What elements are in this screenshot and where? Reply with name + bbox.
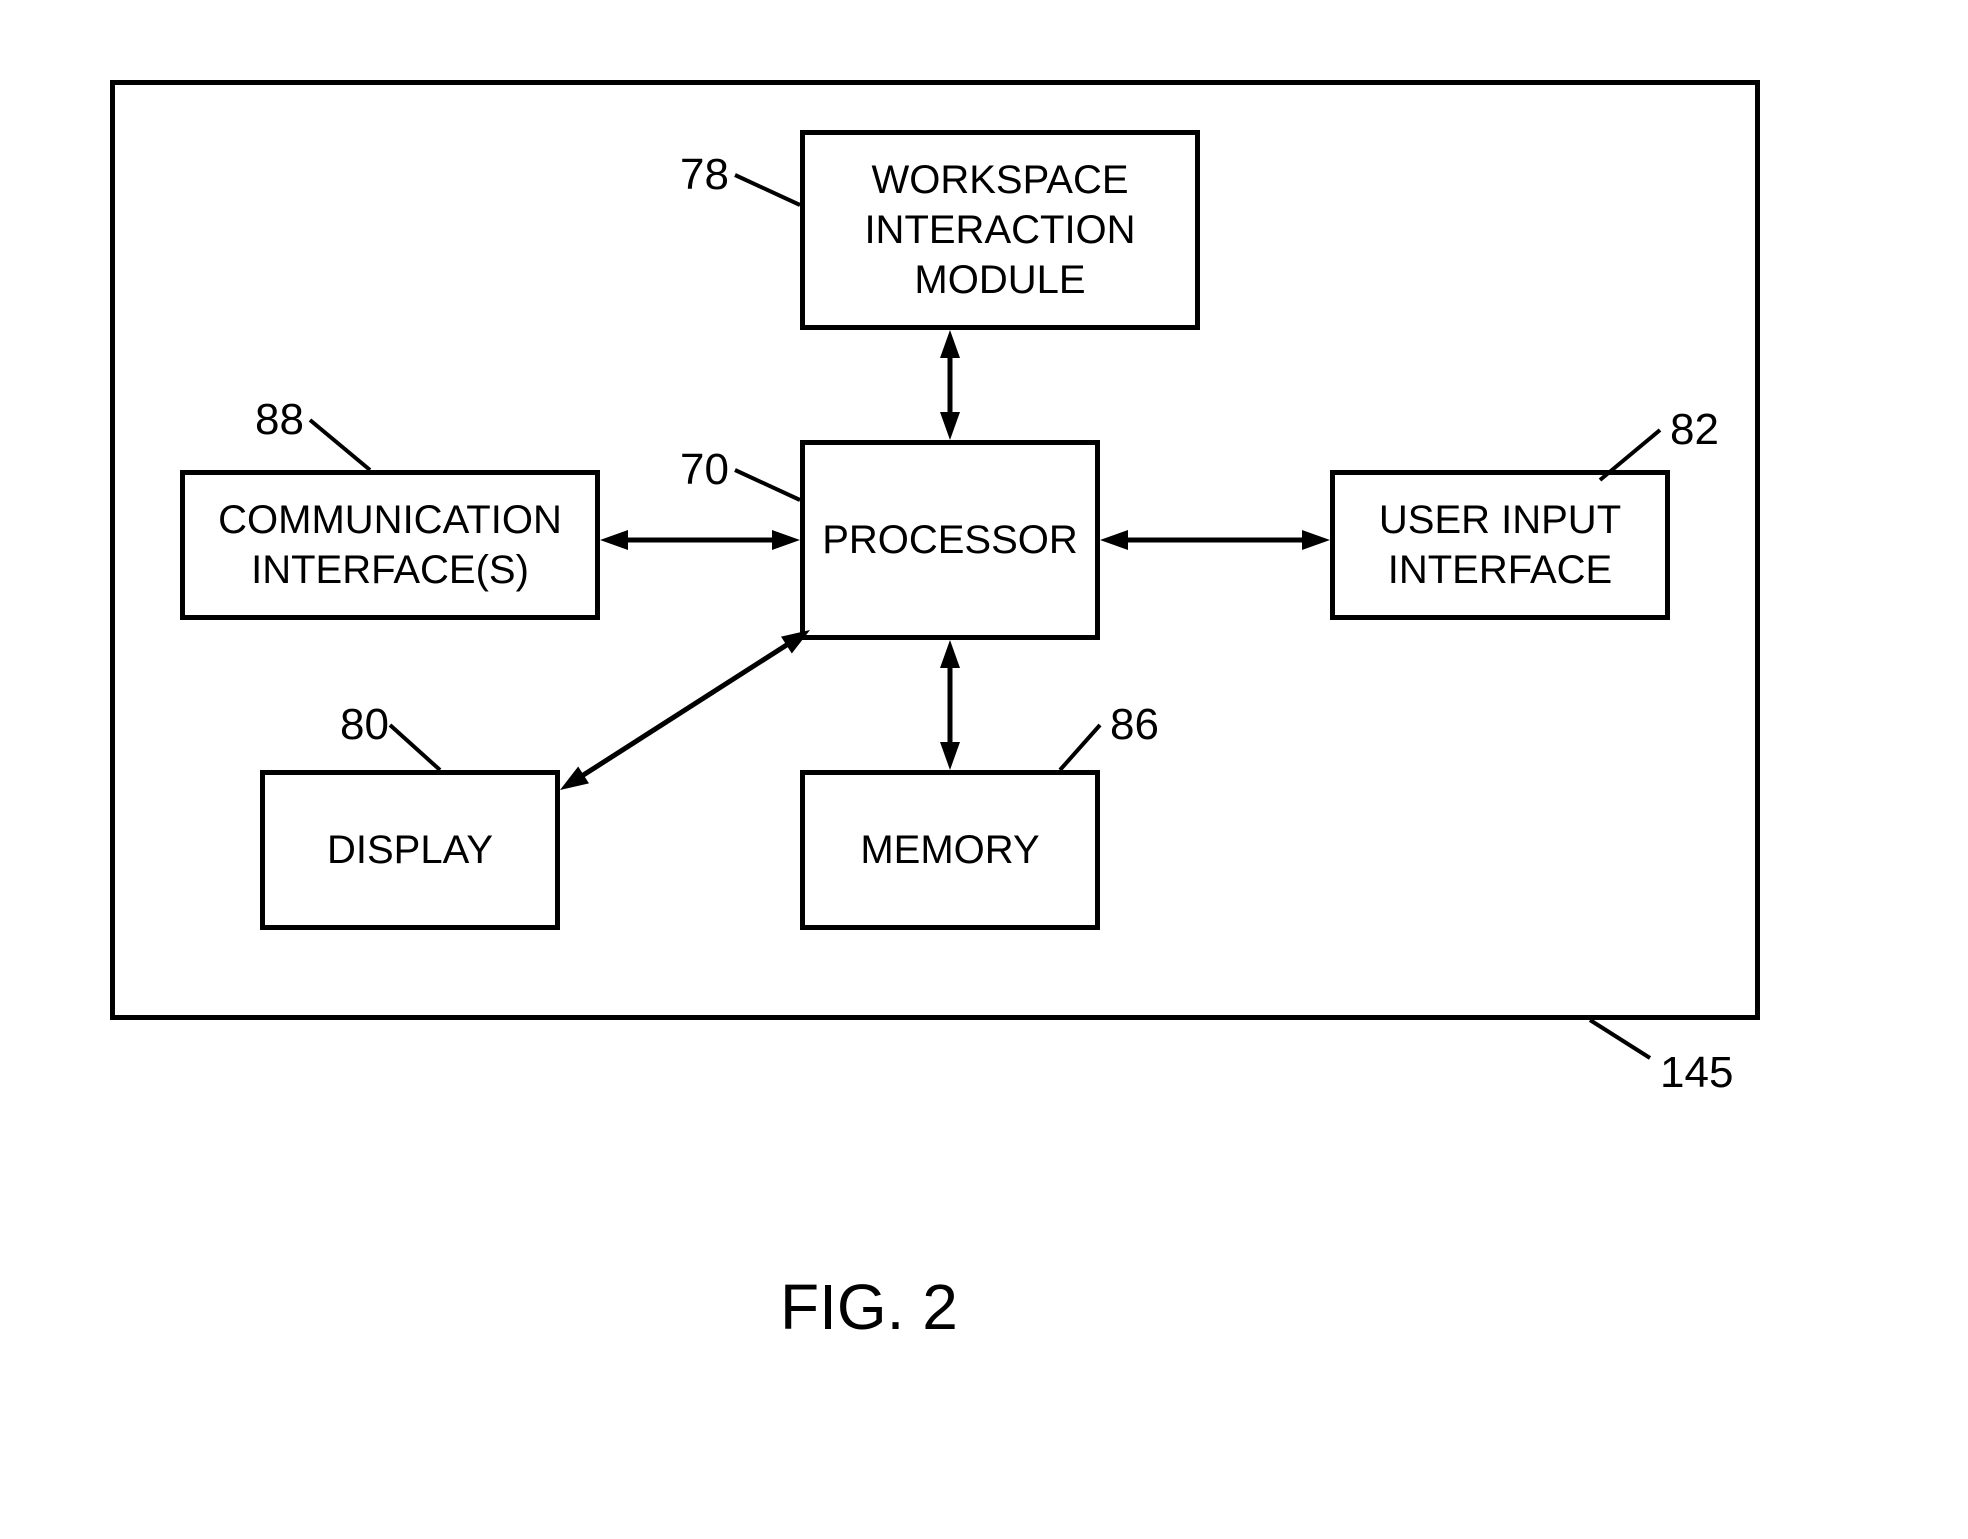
diagram-canvas: WORKSPACE INTERACTION MODULE PROCESSOR C… [0,0,1968,1539]
leader-line-user_input [1600,430,1660,480]
leader-line-processor [735,470,800,500]
leader-line-memory [1060,725,1100,770]
connections-overlay [0,0,1968,1539]
arrowhead-icon [940,412,960,440]
leader-line-display [390,725,440,770]
connector-proc-display [581,644,789,777]
arrowhead-icon [1100,530,1128,550]
arrowhead-icon [1302,530,1330,550]
arrowhead-icon [781,630,810,654]
arrowhead-icon [600,530,628,550]
leader-line-comm [310,420,370,470]
leader-line-frame [1590,1020,1650,1058]
arrowhead-icon [772,530,800,550]
leader-line-workspace [735,175,800,205]
arrowhead-icon [940,742,960,770]
arrowhead-icon [940,330,960,358]
arrowhead-icon [940,640,960,668]
arrowhead-icon [560,766,589,790]
